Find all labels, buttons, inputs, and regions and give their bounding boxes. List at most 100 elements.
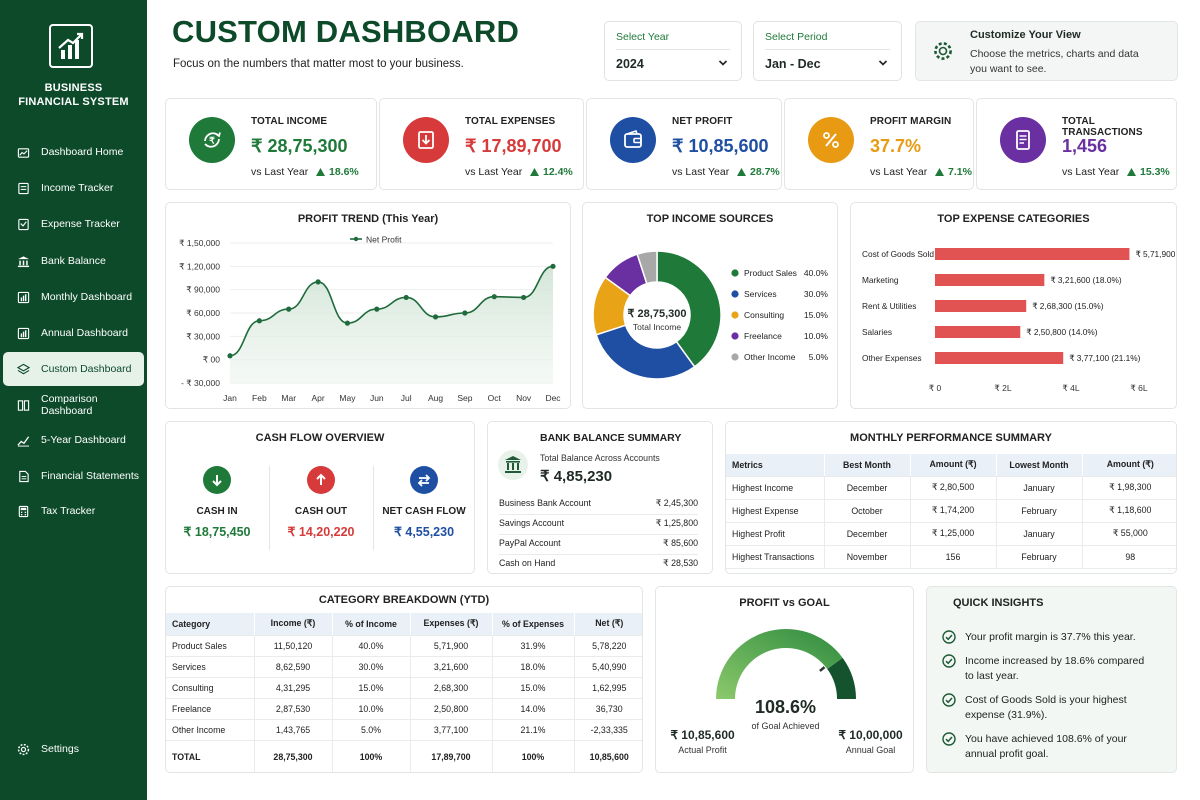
kpi-label: TOTAL EXPENSES bbox=[465, 116, 556, 127]
kpi-card-profit-margin: PROFIT MARGIN 37.7% vs Last Year 7.1% bbox=[784, 98, 974, 190]
table-cell: 5,40,990 bbox=[573, 656, 642, 678]
data-point-dec[interactable] bbox=[550, 263, 556, 269]
data-point-apr[interactable] bbox=[315, 279, 321, 285]
x-tick-label: Nov bbox=[516, 393, 532, 403]
x-tick-label: Sep bbox=[457, 393, 472, 403]
income-icon bbox=[18, 182, 29, 194]
customize-text-2: you want to see. bbox=[970, 63, 1047, 75]
data-point-mar[interactable] bbox=[286, 306, 292, 312]
income-sources-chart: ₹ 28,75,300 Total Income Product Sales 40.0… bbox=[592, 250, 828, 380]
x-tick-label: Jul bbox=[401, 393, 412, 403]
sidebar-item-monthly-dashboard[interactable]: Monthly Dashboard bbox=[3, 280, 144, 314]
sidebar-item-tax-tracker[interactable]: Tax Tracker bbox=[3, 494, 144, 528]
bar-marketing[interactable] bbox=[935, 274, 1045, 286]
x-tick-label: Jan bbox=[223, 393, 237, 403]
bar-cost-of-goods-sold[interactable] bbox=[935, 248, 1130, 260]
slice-other-income[interactable] bbox=[636, 250, 658, 285]
table-cell: 15.0% bbox=[491, 677, 574, 699]
bar-other-expenses[interactable] bbox=[935, 352, 1064, 364]
data-point-nov[interactable] bbox=[521, 294, 527, 301]
data-point-feb[interactable] bbox=[256, 318, 262, 324]
slice-product-sales[interactable] bbox=[656, 250, 722, 368]
bank-icon bbox=[17, 255, 30, 267]
table-cell: 5,78,220 bbox=[573, 635, 642, 657]
gauge-sub-label: of Goal Achieved bbox=[751, 721, 820, 731]
sidebar-item-label: Expense Tracker bbox=[41, 218, 120, 230]
kpi-compare-label: vs Last Year bbox=[251, 166, 309, 178]
sidebar-item-label: Dashboard Home bbox=[41, 146, 124, 158]
legend-marker bbox=[731, 353, 739, 361]
pie-center-label: Total Income bbox=[633, 322, 681, 332]
sidebar-item-annual-dashboard[interactable]: Annual Dashboard bbox=[3, 316, 144, 350]
period-select[interactable]: Select Period Jan - Dec bbox=[753, 21, 902, 81]
sidebar-item-comparison-dashboard[interactable]: Comparison Dashboard bbox=[3, 388, 144, 422]
table-cell: 40.0% bbox=[331, 635, 410, 657]
cashflow-label: CASH OUT bbox=[294, 506, 348, 517]
bar-category-label: Rent & Utilities bbox=[862, 301, 916, 311]
sidebar-item-expense-tracker[interactable]: Expense Tracker bbox=[3, 207, 144, 241]
dashboard-icon bbox=[17, 147, 30, 158]
customize-text-1: Choose the metrics, charts and data bbox=[970, 48, 1139, 60]
sidebar-item-label: Financial Statements bbox=[41, 470, 140, 482]
data-point-oct[interactable] bbox=[491, 294, 497, 300]
bar-salaries[interactable] bbox=[935, 326, 1021, 338]
table-row: Other Income 1,43,765 5.0% 3,77,100 21.1% -2,… bbox=[166, 719, 642, 741]
expense-categories-chart: Cost of Goods Sold ₹ 5,71,900 (31.9%) Mark… bbox=[862, 248, 1178, 393]
arrow-up-icon bbox=[737, 168, 746, 176]
check-circle-icon bbox=[942, 630, 956, 644]
kpi-label: PROFIT MARGIN bbox=[870, 116, 952, 127]
x-tick-label: ₹ 0 bbox=[929, 383, 942, 393]
data-point-jun[interactable] bbox=[374, 306, 380, 312]
sidebar: BUSINESS FINANCIAL SYSTEM Dashboard Home… bbox=[0, 0, 147, 800]
bar-value-label: ₹ 2,68,300 (15.0%) bbox=[1032, 301, 1103, 311]
settings-button[interactable]: Settings bbox=[3, 732, 144, 766]
table-cell: 30.0% bbox=[331, 656, 410, 678]
data-point-may[interactable] bbox=[344, 320, 351, 326]
table-row: Services 8,62,590 30.0% 3,21,600 18.0% 5,40,9… bbox=[166, 656, 642, 678]
customize-view-panel[interactable]: Customize Your View Choose the metrics, … bbox=[915, 21, 1178, 81]
arrow-up-icon bbox=[935, 168, 944, 176]
kpi-value: ₹ 10,85,600 bbox=[672, 136, 769, 156]
data-point-jan[interactable] bbox=[227, 353, 233, 359]
bar-value-label: ₹ 2,50,800 (14.0%) bbox=[1026, 327, 1097, 337]
insight-text: Cost of Goods Sold is your highest bbox=[965, 694, 1127, 706]
table-cell: 18.0% bbox=[491, 656, 574, 678]
year-select[interactable]: Select Year 2024 bbox=[604, 21, 742, 81]
table-row: Highest Income December ₹ 2,80,500 January ₹… bbox=[726, 476, 1176, 500]
expense-categories-title: TOP EXPENSE CATEGORIES bbox=[937, 213, 1090, 225]
divider bbox=[269, 466, 270, 550]
sidebar-item-dashboard-home[interactable]: Dashboard Home bbox=[3, 135, 144, 169]
bar-category-label: Salaries bbox=[862, 327, 892, 337]
sidebar-item-5-year-dashboard[interactable]: 5-Year Dashboard bbox=[3, 423, 144, 457]
kpi-change: 15.3% bbox=[1140, 166, 1170, 178]
data-point-jul[interactable] bbox=[403, 294, 409, 301]
kpi-compare-label: vs Last Year bbox=[870, 166, 928, 178]
table-cell: February bbox=[995, 499, 1082, 523]
table-cell: Highest Expense bbox=[726, 499, 824, 523]
insight-text: expense (31.9%). bbox=[965, 709, 1048, 721]
legend-marker bbox=[731, 290, 739, 298]
cashflow-value: ₹ 18,75,450 bbox=[183, 525, 251, 539]
page-subtitle: Focus on the numbers that matter most to… bbox=[173, 58, 464, 70]
kpi-card-net-profit: NET PROFIT ₹ 10,85,600 vs Last Year 28.7% bbox=[586, 98, 782, 190]
bank-balance-title: BANK BALANCE SUMMARY bbox=[540, 432, 682, 444]
bar-chart-icon bbox=[17, 291, 30, 303]
data-point-sep[interactable] bbox=[462, 310, 468, 316]
sidebar-item-label: Income Tracker bbox=[41, 182, 114, 194]
data-point-aug[interactable] bbox=[432, 314, 439, 320]
customize-title: Customize Your View bbox=[970, 29, 1081, 41]
sidebar-item-financial-statements[interactable]: Financial Statements bbox=[3, 459, 144, 493]
legend-label: Consulting bbox=[744, 310, 784, 320]
kpi-card-total-transactions: TOTAL TRANSACTIONS 1,456 vs Last Year 15.3% bbox=[976, 98, 1177, 190]
sidebar-item-bank-balance[interactable]: Bank Balance bbox=[3, 244, 144, 278]
sidebar-item-custom-dashboard[interactable]: Custom Dashboard bbox=[3, 352, 144, 386]
exchange-icon bbox=[410, 466, 438, 494]
slice-services[interactable] bbox=[595, 324, 696, 380]
table-total-cell: 10,85,600 bbox=[573, 740, 642, 772]
table-header: Category bbox=[166, 613, 254, 636]
sidebar-item-label: Comparison Dashboard bbox=[41, 393, 98, 417]
sidebar-item-income-tracker[interactable]: Income Tracker bbox=[3, 171, 144, 205]
x-tick-label: Feb bbox=[252, 393, 267, 403]
cashflow-value: ₹ 14,20,220 bbox=[287, 525, 355, 539]
bar-rent-utilities[interactable] bbox=[935, 300, 1027, 312]
